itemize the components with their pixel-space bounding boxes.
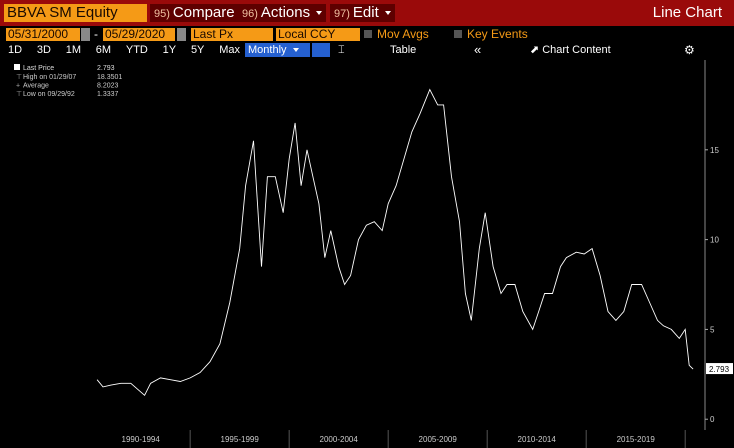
- period-buttons: 1D 3D 1M 6M YTD 1Y 5Y Max: [8, 43, 240, 57]
- chart-content-button[interactable]: ⬈ Chart Content: [530, 44, 611, 56]
- start-date[interactable]: 05/31/2000: [6, 28, 80, 41]
- x-tick-label: 2000-2004: [320, 435, 359, 444]
- currency-select[interactable]: Local CCY: [276, 28, 360, 41]
- legend-swatch: [14, 64, 20, 70]
- x-tick-label: 2005-2009: [419, 435, 458, 444]
- chart: 0 5 10 15 1990-1994 1995-1999 2000-2004 2005-20…: [14, 60, 733, 448]
- menu-label: Edit: [352, 4, 379, 21]
- legend-value: 2.793: [97, 65, 115, 72]
- x-tick-label: 1990-1994: [122, 435, 161, 444]
- collapse-button[interactable]: «: [474, 42, 482, 57]
- frequency-select[interactable]: Monthly: [245, 43, 310, 57]
- chart-kind: Line Chart: [652, 4, 722, 21]
- legend-stat-value: 18.3501: [97, 74, 122, 81]
- period-button[interactable]: 5Y: [190, 44, 205, 56]
- y-tick-label: 10: [710, 236, 719, 245]
- legend-label: Last Price: [23, 65, 54, 72]
- legend-stat-marker: ⊤: [16, 74, 22, 81]
- field-select[interactable]: Last Px: [191, 28, 273, 41]
- last-price-tag-label: 2.793: [709, 365, 730, 374]
- menu-number: 95): [154, 8, 170, 20]
- option-label: Mov Avgs: [377, 27, 429, 41]
- legend-stat-label: Average: [23, 83, 49, 90]
- last-price-tag: [706, 363, 733, 375]
- y-tick-label: 0: [710, 415, 715, 424]
- frequency-label: Monthly: [248, 44, 287, 56]
- period-button[interactable]: 6M: [95, 44, 112, 56]
- y-tick-label: 5: [710, 325, 715, 334]
- menu-number: 96): [242, 8, 258, 20]
- price-line: [96, 88, 694, 397]
- menu-label: Compare: [172, 4, 235, 21]
- option[interactable]: Key Events: [454, 28, 528, 41]
- legend-stat-label: High on 01/29/07: [23, 74, 76, 81]
- period-button[interactable]: 1D: [8, 44, 23, 56]
- x-tick-label: 1995-1999: [221, 435, 260, 444]
- legend-stat-marker: ⊤: [16, 91, 22, 98]
- line-icon[interactable]: [312, 43, 330, 57]
- legend-stat-marker: +: [16, 83, 20, 90]
- menu-compare[interactable]: 95) Compare: [150, 4, 239, 22]
- table-button[interactable]: Table: [390, 44, 417, 56]
- calendar-icon[interactable]: [81, 28, 90, 41]
- settings-icon[interactable]: ⚙: [684, 43, 695, 57]
- legend-stat-value: 8.2023: [97, 83, 119, 90]
- chart-content-label: Chart Content: [542, 44, 611, 56]
- period-button[interactable]: 1Y: [162, 44, 177, 56]
- menu-label: Actions: [260, 4, 311, 21]
- period-button[interactable]: YTD: [125, 44, 148, 56]
- option-label: Key Events: [467, 27, 528, 41]
- menu-edit[interactable]: 97) Edit: [330, 4, 395, 22]
- x-tick-label: 2015-2019: [617, 435, 656, 444]
- period-button[interactable]: Max: [219, 44, 240, 56]
- menu-number: 97): [334, 8, 350, 20]
- calendar-icon[interactable]: [177, 28, 186, 41]
- date-separator: -: [94, 27, 98, 41]
- period-button[interactable]: 3D: [36, 44, 51, 56]
- bar-icon[interactable]: ⌶: [338, 44, 345, 56]
- legend-stat-label: Low on 09/29/92: [23, 91, 75, 98]
- security-field[interactable]: BBVA SM Equity: [4, 4, 147, 22]
- end-date[interactable]: 05/29/2020: [103, 28, 175, 41]
- y-tick-label: 15: [710, 146, 719, 155]
- legend-stat-value: 1.3337: [97, 91, 119, 98]
- option[interactable]: Mov Avgs: [364, 28, 429, 41]
- period-button[interactable]: 1M: [65, 44, 81, 56]
- x-tick-label: 2010-2014: [518, 435, 557, 444]
- menu-actions[interactable]: 96) Actions: [238, 4, 327, 22]
